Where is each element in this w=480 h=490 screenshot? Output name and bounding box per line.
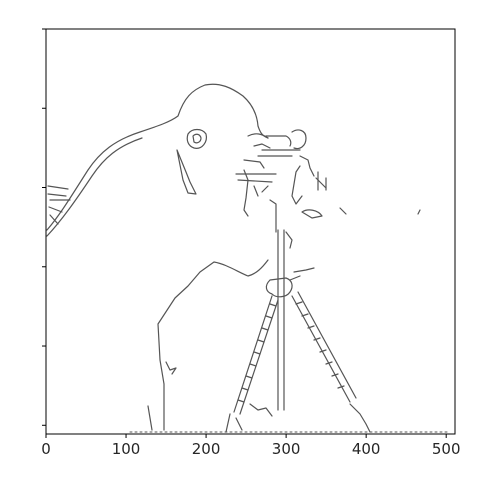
x-tick-label: 500 xyxy=(432,440,461,458)
axes-frame xyxy=(45,28,456,435)
eye-edge xyxy=(186,128,207,149)
coat-left-edge xyxy=(157,259,269,431)
left-edge-clutter xyxy=(47,185,71,225)
x-tick-label: 300 xyxy=(272,440,301,458)
x-tick-label: 400 xyxy=(352,440,381,458)
silhouette-back-edge xyxy=(46,83,269,231)
tripod-left-leg-edge xyxy=(233,295,279,415)
tripod-right-leg-hatch xyxy=(295,301,345,389)
coat-inner-edge xyxy=(165,361,177,375)
x-axis: 0 100 200 300 400 500 xyxy=(41,434,461,458)
tripod-right-leg-edge xyxy=(291,291,357,403)
camera-right-edge xyxy=(301,171,421,219)
y-axis xyxy=(42,28,46,426)
hand-edge xyxy=(291,129,327,189)
x-tick-label: 200 xyxy=(192,440,221,458)
tripod-head-edge xyxy=(265,277,293,298)
tripod-right-foot xyxy=(349,403,371,433)
lens-edge xyxy=(235,173,277,183)
camera-top-edge xyxy=(247,133,292,149)
camera-body-edge xyxy=(243,149,301,169)
tripod-left-leg-hatch xyxy=(237,303,277,403)
cheek-edge xyxy=(176,149,197,195)
eye-inner-edge xyxy=(192,133,202,144)
camera-lower-edge xyxy=(243,165,303,217)
x-tick-label: 0 xyxy=(41,440,51,458)
x-tick-label: 100 xyxy=(112,440,141,458)
tripod-center-top xyxy=(269,199,293,249)
edge-drawing xyxy=(46,83,451,433)
silhouette-back-edge-2 xyxy=(46,137,143,237)
tripod-head-right xyxy=(289,267,315,281)
tripod-center-leg xyxy=(277,229,285,411)
tripod-left-foot xyxy=(225,403,273,433)
coat-fold-edge xyxy=(147,405,153,431)
